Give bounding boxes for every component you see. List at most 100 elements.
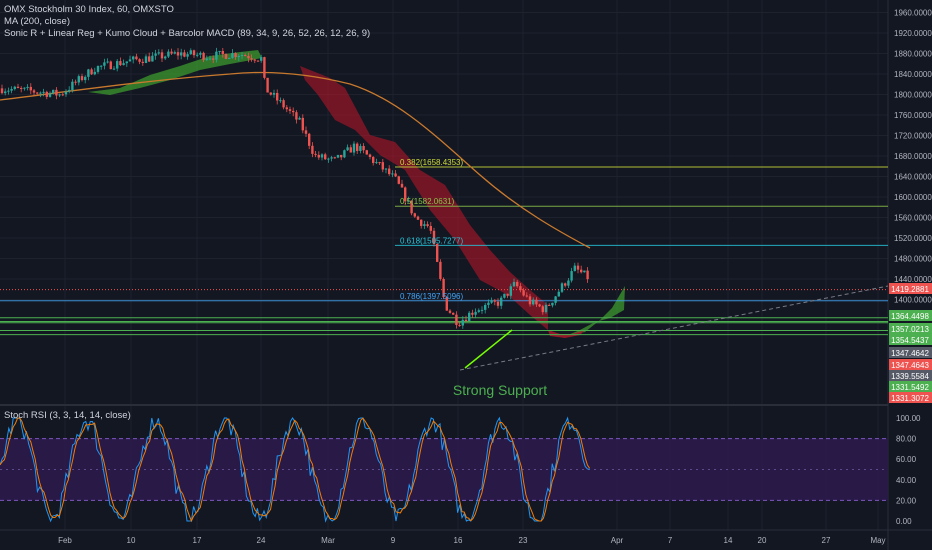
candle-body[interactable] [570, 271, 573, 281]
candle-body[interactable] [39, 92, 42, 94]
candle-body[interactable] [557, 291, 560, 297]
candle-body[interactable] [308, 133, 311, 146]
candle-body[interactable] [199, 52, 202, 55]
candle-body[interactable] [112, 68, 116, 70]
candle-body[interactable] [304, 130, 308, 134]
candle-body[interactable] [496, 301, 500, 306]
candle-body[interactable] [298, 117, 301, 120]
candle-body[interactable] [151, 55, 154, 62]
chart-title[interactable]: OMX Stockholm 30 Index, 60, OMXSTO [4, 4, 174, 15]
candle-body[interactable] [100, 65, 103, 67]
candle-body[interactable] [87, 69, 90, 77]
candle-body[interactable] [228, 57, 231, 59]
candle-body[interactable] [10, 88, 13, 91]
candle-body[interactable] [397, 176, 400, 184]
candle-body[interactable] [480, 309, 484, 311]
candle-body[interactable] [13, 86, 16, 89]
candle-body[interactable] [231, 53, 234, 58]
candle-body[interactable] [394, 173, 397, 177]
candle-body[interactable] [477, 310, 480, 312]
candle-body[interactable] [26, 86, 29, 88]
candle-body[interactable] [468, 312, 471, 322]
candle-body[interactable] [173, 52, 176, 54]
candle-body[interactable] [279, 100, 282, 102]
candle-body[interactable] [372, 157, 375, 163]
candle-body[interactable] [580, 269, 583, 273]
candle-body[interactable] [525, 295, 528, 297]
candle-body[interactable] [343, 150, 346, 158]
candle-body[interactable] [160, 52, 164, 59]
candle-body[interactable] [183, 52, 186, 57]
candle-body[interactable] [0, 88, 4, 94]
candle-body[interactable] [36, 92, 39, 94]
candle-body[interactable] [282, 100, 285, 108]
candle-body[interactable] [208, 58, 212, 60]
candle-body[interactable] [400, 183, 404, 188]
candle-body[interactable] [548, 304, 551, 306]
candle-body[interactable] [445, 297, 448, 311]
candle-body[interactable] [340, 154, 343, 158]
candle-body[interactable] [464, 319, 468, 322]
candle-body[interactable] [410, 200, 413, 214]
stoch-rsi-legend[interactable]: Stoch RSI (3, 3, 14, 14, close) [4, 410, 131, 421]
candle-body[interactable] [260, 57, 263, 61]
candle-body[interactable] [461, 319, 464, 326]
candle-body[interactable] [132, 56, 135, 60]
candle-body[interactable] [55, 89, 58, 96]
candle-body[interactable] [493, 300, 496, 302]
candle-body[interactable] [148, 56, 151, 62]
candle-body[interactable] [244, 55, 247, 57]
candle-body[interactable] [64, 91, 68, 95]
candle-body[interactable] [96, 66, 100, 72]
candle-body[interactable] [164, 56, 167, 59]
candle-body[interactable] [503, 293, 506, 298]
candle-body[interactable] [519, 286, 522, 291]
candle-body[interactable] [215, 51, 218, 60]
candle-body[interactable] [426, 224, 429, 227]
candle-body[interactable] [119, 61, 122, 66]
candle-body[interactable] [528, 296, 532, 305]
candle-body[interactable] [506, 293, 509, 296]
candle-body[interactable] [125, 61, 128, 64]
candle-body[interactable] [109, 61, 112, 70]
candle-body[interactable] [455, 314, 458, 325]
candle-body[interactable] [314, 153, 317, 155]
candle-body[interactable] [564, 283, 567, 286]
candle-body[interactable] [554, 296, 557, 303]
candle-body[interactable] [202, 52, 205, 60]
candle-body[interactable] [432, 230, 436, 244]
candle-body[interactable] [327, 158, 330, 160]
candle-body[interactable] [16, 86, 20, 89]
candle-body[interactable] [45, 91, 48, 97]
candle-body[interactable] [68, 89, 71, 92]
candle-body[interactable] [144, 56, 148, 63]
candle-body[interactable] [90, 69, 93, 75]
candle-body[interactable] [471, 312, 474, 315]
candle-body[interactable] [154, 53, 157, 56]
candle-body[interactable] [4, 91, 7, 94]
candle-body[interactable] [429, 226, 432, 231]
candle-body[interactable] [52, 89, 55, 94]
candle-body[interactable] [474, 311, 477, 315]
ma-legend[interactable]: MA (200, close) [4, 16, 70, 27]
candle-body[interactable] [535, 299, 538, 305]
candle-body[interactable] [221, 50, 224, 54]
candle-body[interactable] [586, 270, 589, 280]
candle-body[interactable] [362, 145, 365, 151]
candle-body[interactable] [272, 92, 276, 95]
candle-body[interactable] [330, 157, 333, 159]
candle-body[interactable] [317, 154, 320, 158]
candle-body[interactable] [176, 52, 180, 56]
candle-body[interactable] [484, 304, 487, 310]
candle-body[interactable] [263, 57, 266, 78]
dashed-projection-line[interactable] [459, 285, 889, 371]
candle-body[interactable] [196, 54, 199, 56]
candle-body[interactable] [84, 76, 87, 81]
candle-body[interactable] [292, 110, 295, 113]
candle-body[interactable] [560, 283, 564, 292]
candle-body[interactable] [23, 87, 26, 89]
candle-body[interactable] [416, 216, 420, 220]
price-axis[interactable]: 1960.0000 1920.0000 1880.0000 1840.0000 1800… [889, 9, 932, 527]
candle-body[interactable] [32, 90, 36, 93]
